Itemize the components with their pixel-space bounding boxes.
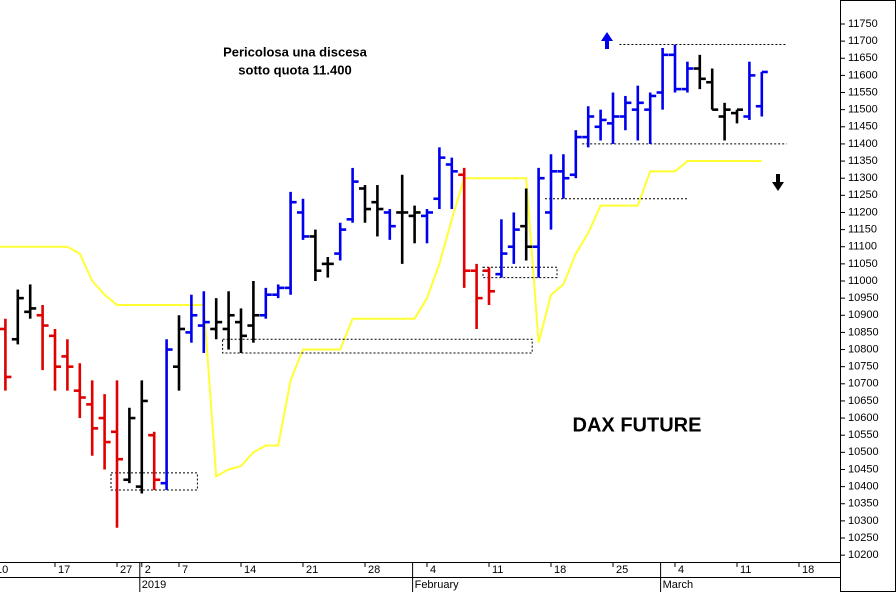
x-group-label: February [415,579,460,591]
y-tick-label: 11150 [848,224,877,236]
zone [222,338,533,354]
y-tick-label: 11400 [848,138,878,150]
y-tick-label: 11600 [848,69,878,81]
x-tick-label: 18 [802,564,814,576]
y-tick-label: 11100 [848,241,877,253]
y-tick-label: 11000 [848,275,878,287]
x-tick-label: 28 [368,564,380,576]
x-tick-label: 25 [616,564,628,576]
x-group-label: March [663,579,694,591]
y-tick-label: 10850 [848,326,879,338]
y-tick-label: 11250 [848,189,878,201]
y-tick-label: 10450 [848,463,879,475]
y-tick-label: 10750 [848,361,879,373]
y-tick-label: 10500 [848,446,879,458]
y-tick-label: 11750 [848,18,878,30]
y-tick-label: 11700 [848,35,878,47]
y-tick-label: 10800 [848,343,879,355]
y-tick-label: 11450 [848,121,878,133]
y-tick-label: 10600 [848,412,879,424]
y-tick-label: 11650 [848,52,878,64]
zone [482,266,558,279]
y-tick-label: 11300 [848,172,878,184]
y-tick-label: 11500 [848,104,878,116]
line-series [0,160,762,478]
x-tick-label: 21 [306,564,318,576]
y-tick-label: 10350 [848,498,879,510]
y-tick-label: 10300 [848,515,879,527]
annotation: sotto quota 11.400 [238,62,351,77]
plot-area [0,44,787,528]
y-tick-label: 10700 [848,378,879,390]
y-tick-label: 11200 [848,206,878,218]
x-tick-label: 7 [182,564,188,576]
x-tick-label: 18 [554,564,566,576]
y-tick-label: 10200 [848,549,879,561]
x-group-label: 2019 [142,579,166,591]
chart-title: DAX FUTURE [573,414,702,436]
x-tick-label: 4 [678,564,684,576]
x-tick-label: 11 [492,564,503,576]
y-tick-label: 11350 [848,155,878,167]
x-tick-label: 27 [120,564,132,576]
annotation: Pericolosa una discesa [223,44,368,59]
x-tick-label: 14 [244,564,256,576]
x-tick-label: 17 [58,564,70,576]
y-tick-label: 10550 [848,429,879,441]
y-tick-label: 10400 [848,481,879,493]
up-arrow [601,32,613,49]
x-tick-label: 11 [740,564,751,576]
x-tick-label: 4 [430,564,436,576]
y-tick-label: 10250 [848,532,879,544]
down-arrow [772,174,784,191]
y-tick-label: 10950 [848,292,879,304]
y-tick-label: 10650 [848,395,879,407]
x-tick-label: 2 [145,564,151,576]
y-tick-label: 10900 [848,309,879,321]
y-tick-label: 11550 [848,86,878,98]
x-tick-label: 10 [0,564,8,576]
y-tick-label: 11050 [848,258,878,270]
